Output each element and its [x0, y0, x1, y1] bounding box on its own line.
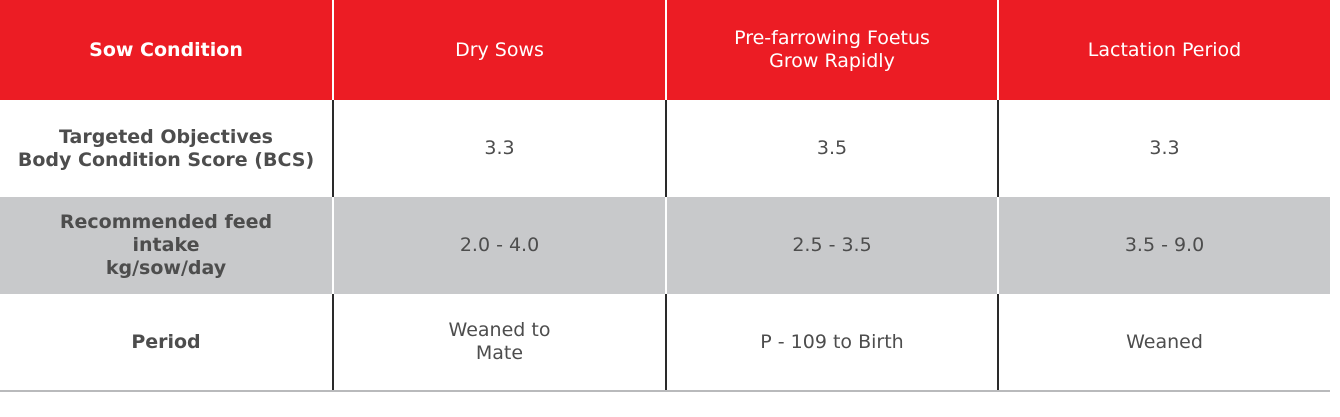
- header-lactation-period: Lactation Period: [997, 0, 1330, 100]
- sow-condition-table: Sow Condition Dry Sows Pre-farrowing Foe…: [0, 0, 1330, 390]
- cell-bcs-dry-sows: 3.3: [332, 100, 665, 197]
- header-pre-farrowing: Pre-farrowing Foetus Grow Rapidly: [665, 0, 997, 100]
- header-sow-condition: Sow Condition: [0, 0, 332, 100]
- table-bottom-rule: [0, 390, 1330, 392]
- cell-bcs-lactation: 3.3: [997, 100, 1330, 197]
- header-dry-sows: Dry Sows: [332, 0, 665, 100]
- row-label-period: Period: [0, 294, 332, 390]
- cell-period-pre-farrowing: P - 109 to Birth: [665, 294, 997, 390]
- cell-period-lactation: Weaned: [997, 294, 1330, 390]
- cell-feed-pre-farrowing: 2.5 - 3.5: [665, 197, 997, 294]
- cell-feed-dry-sows: 2.0 - 4.0: [332, 197, 665, 294]
- cell-feed-lactation: 3.5 - 9.0: [997, 197, 1330, 294]
- row-label-bcs: Targeted Objectives Body Condition Score…: [0, 100, 332, 197]
- cell-period-dry-sows: Weaned to Mate: [332, 294, 665, 390]
- cell-bcs-pre-farrowing: 3.5: [665, 100, 997, 197]
- row-label-feed-intake: Recommended feed intake kg/sow/day: [0, 197, 332, 294]
